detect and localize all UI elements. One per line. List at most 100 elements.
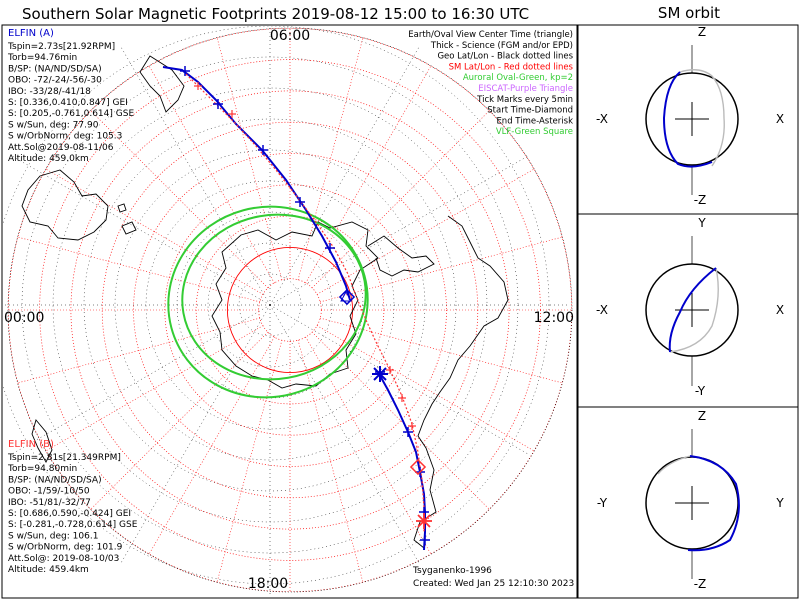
sm-orbit-yz-paths (657, 455, 740, 552)
info-line: S w/OrbNorm, deg: 105.3 (8, 132, 122, 142)
polar-map: 06:00 00:00 12:00 18:00 (3, 26, 574, 597)
sm-axis-label-left: -X (596, 112, 608, 126)
local-time-label-top: 06:00 (270, 28, 310, 44)
local-time-label-left: 00:00 (4, 310, 44, 326)
map-legend: Earth/Oval View Center Time (triangle)Th… (408, 30, 573, 137)
info-line: IBO: -33/28/-41/18 (8, 87, 91, 97)
auroral-oval-outer (167, 205, 369, 399)
elfin-b-name: ELFIN (B) (8, 439, 54, 450)
new-zealand-coastline (31, 419, 53, 463)
local-time-label-right: 12:00 (534, 310, 574, 326)
info-line: S: [0.336,0.410,0.847] GEI (8, 98, 128, 108)
sm-boundary-circle (7, 27, 573, 593)
geo-grid-lines (3, 26, 570, 597)
sm-axis-label-right: X (776, 112, 784, 126)
sm-orbit-xz-paths (662, 69, 725, 168)
info-line: S: [0.205,-0.761,0.614] GSE (8, 109, 134, 119)
figure-title: Southern Solar Magnetic Footprints 2019-… (22, 5, 529, 23)
info-line: Torb=94.80min (7, 464, 77, 474)
local-time-label-bottom: 18:00 (248, 576, 288, 592)
geo-latitude-circle (238, 273, 302, 337)
sm-latitude-circle (133, 153, 447, 467)
info-line: Att.Sol@2019-08-11/06 (8, 143, 114, 153)
sm-orbit-panel: Y -Y -X X (596, 216, 784, 398)
legend-entry: Geo Lat/Lon - Black dotted lines (437, 52, 573, 62)
info-line: B/SP: (NA/ND/SD/SA) (8, 64, 102, 74)
geo-latitude-circle (83, 118, 457, 492)
sm-axis-label-up: Z (698, 25, 706, 39)
legend-entry: EISCAT-Purple Triangle (478, 84, 573, 94)
info-line: S w/OrbNorm, deg: 101.9 (8, 543, 123, 553)
sm-axis-label-up: Y (697, 216, 706, 230)
elfin-b-orbit (679, 69, 725, 167)
australia-coastline (21, 169, 109, 241)
info-line: Tspin=2.73s[21.92RPM] (7, 42, 115, 52)
info-line: S w/Sun, deg: 77.90 (8, 120, 99, 130)
sm-axis-label-down: -Z (694, 577, 707, 591)
elfin-b-info: ELFIN (B) Tspin=2.81s[21.349RPM]Torb=94.… (7, 439, 138, 575)
sm-orbit-xy-paths (668, 267, 719, 353)
info-line: S w/Sun, deg: 106.1 (8, 531, 98, 541)
legend-entry: SM Lat/Lon - Red dotted lines (449, 62, 574, 72)
info-line: S: [0.686,0.590,-0.424] GEI (8, 509, 131, 519)
map-panel-frame (1, 24, 578, 599)
sm-orbit-panel: Z -Z -Y Y (597, 409, 784, 591)
info-line: B/SP: (NA/ND/SD/SA) (8, 475, 102, 485)
legend-entry: End Time-Asterisk (496, 116, 573, 126)
sm-axis-label-right: X (776, 303, 784, 317)
info-line: S: [-0.281,-0.728,0.614] GSE (8, 520, 138, 530)
field-model-label: Tsyganenko-1996 (412, 566, 492, 576)
elfin-a-view-center-triangle (340, 290, 352, 302)
sm-panel-frame-yz (577, 406, 799, 599)
elfin-a-end-asterisk (372, 366, 388, 382)
elfin-b-end-asterisk (416, 513, 432, 529)
info-line: OBO: -72/-24/-56/-30 (8, 76, 102, 86)
geo-latitude-circle (3, 26, 550, 585)
elfin-b-orbit (669, 267, 719, 353)
elfin-a-footprint-track (162, 66, 351, 301)
info-line: Att.Sol@: 2019-08-10/03 (8, 554, 119, 564)
auroral-oval-inner (181, 213, 367, 381)
legend-entry: Start Time-Diamond (487, 106, 573, 116)
sm-orbit-panel: Z -Z -X X (596, 25, 784, 207)
elfin-a-orbit (662, 71, 713, 168)
info-line: Altitude: 459.4km (8, 565, 89, 575)
sm-axis-label-right: Y (775, 496, 784, 510)
info-line: OBO: -1/59/-10/50 (8, 487, 90, 497)
sm-latitude-circle (164, 184, 416, 436)
legend-entry: Auroral Oval-Green, kp=2 (463, 73, 573, 83)
elfin-b-tick-marks (194, 82, 416, 430)
legend-entry: VLF-Green Square (496, 127, 573, 137)
island-coastline (117, 203, 127, 213)
info-line: Altitude: 459.0km (8, 154, 89, 164)
sm-axis-label-up: Z (698, 409, 706, 423)
created-timestamp: Created: Wed Jan 25 12:10:30 2023 (413, 579, 574, 589)
elfin-a-orbit (668, 267, 717, 353)
elfin-b-orbit (657, 455, 691, 475)
legend-entry: Thick - Science (FGM and/or EPD) (430, 41, 573, 51)
antarctica-coastline (211, 221, 379, 389)
elfin-a-orbit (687, 455, 740, 552)
antarctic-peninsula (367, 235, 435, 277)
info-line: Torb=94.76min (7, 53, 77, 63)
sm-axis-label-left: -X (596, 303, 608, 317)
info-line: Tspin=2.81s[21.349RPM] (7, 453, 121, 463)
elfin-a-info: ELFIN (A) Tspin=2.73s[21.92RPM]Torb=94.7… (7, 28, 134, 164)
africa-coastline (139, 55, 185, 113)
sm-axis-label-down: -Y (695, 384, 706, 398)
sm-axis-label-down: -Z (694, 193, 707, 207)
sm-axis-label-left: -Y (597, 496, 608, 510)
legend-entry: Tick Marks every 5min (476, 95, 573, 105)
geo-latitude-circle (207, 242, 333, 368)
sm-orbit-panels: Z -Z -X X Y -Y -X X Z -Z -Y Y (596, 25, 784, 591)
island-coastline (121, 221, 137, 235)
legend-entry: Earth/Oval View Center Time (triangle) (408, 30, 573, 40)
south-america-coastline (413, 215, 509, 549)
sm-orbit-title: SM orbit (658, 4, 720, 22)
geo-latitude-circle (114, 149, 426, 461)
elfin-b-start-diamond (409, 458, 427, 476)
elfin-a-name: ELFIN (A) (8, 28, 54, 39)
sm-latitude-circle (70, 90, 510, 530)
elfin-b-footprint-track (185, 73, 425, 532)
